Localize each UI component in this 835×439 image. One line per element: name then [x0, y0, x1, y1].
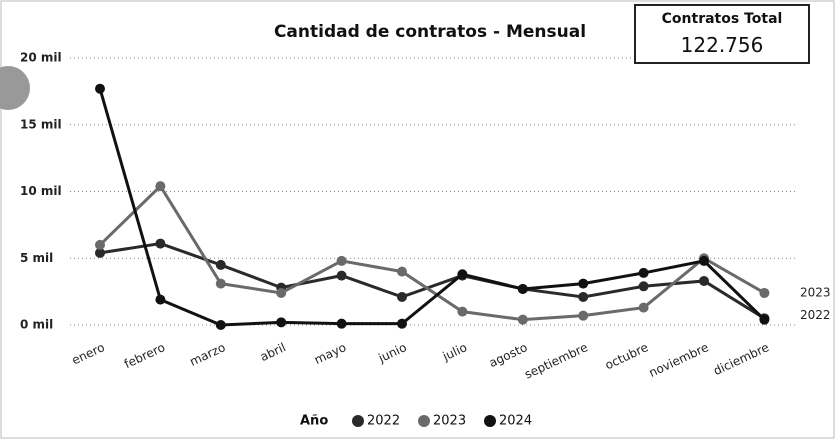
- kpi-value: 122.756: [680, 33, 764, 57]
- legend-swatch: [352, 415, 364, 427]
- data-point: [95, 239, 105, 250]
- data-point: [517, 314, 528, 325]
- legend-label: 2024: [499, 414, 532, 429]
- data-point: [759, 314, 770, 325]
- data-point: [638, 267, 649, 278]
- legend-label: 2023: [433, 414, 466, 429]
- data-point: [638, 302, 649, 313]
- data-point: [638, 281, 649, 292]
- y-tick-label: 5 mil: [20, 251, 53, 265]
- cursor-artifact: [0, 66, 30, 110]
- data-point: [215, 259, 226, 270]
- kpi-card: Contratos Total 122.756: [634, 4, 810, 64]
- data-point: [336, 270, 347, 281]
- y-tick-label: 0 mil: [20, 318, 53, 332]
- legend-swatch: [418, 415, 430, 427]
- kpi-label: Contratos Total: [661, 11, 783, 27]
- series-line: [98, 183, 766, 322]
- chart-title: Cantidad de contratos - Mensual: [274, 22, 586, 42]
- data-point: [95, 247, 105, 258]
- data-point: [397, 318, 407, 329]
- data-point: [517, 283, 528, 294]
- series-line: [98, 88, 766, 327]
- y-tick-label: 15 mil: [20, 117, 62, 131]
- legend-label: 2022: [367, 414, 400, 429]
- data-point: [276, 317, 287, 328]
- data-point: [699, 275, 709, 286]
- end-label: 2022: [800, 308, 831, 322]
- data-point: [215, 320, 226, 330]
- data-point: [397, 291, 407, 302]
- end-label: 2023: [800, 285, 831, 299]
- legend-title: Año: [300, 414, 328, 429]
- data-point: [276, 287, 287, 298]
- data-point: [699, 255, 709, 266]
- y-tick-label: 10 mil: [20, 184, 62, 198]
- series-line: [99, 242, 766, 320]
- data-point: [578, 310, 589, 321]
- data-point: [578, 278, 589, 289]
- data-point: [155, 238, 166, 249]
- data-point: [336, 318, 347, 329]
- data-point: [336, 255, 347, 266]
- data-point: [397, 266, 407, 277]
- data-point: [215, 278, 226, 289]
- data-point: [457, 269, 468, 280]
- y-tick-label: 20 mil: [20, 51, 62, 65]
- data-point: [155, 294, 166, 305]
- data-point: [95, 83, 105, 94]
- data-point: [759, 287, 770, 298]
- data-point: [457, 306, 468, 317]
- data-point: [578, 291, 589, 302]
- data-point: [155, 181, 166, 192]
- legend-swatch: [484, 415, 496, 427]
